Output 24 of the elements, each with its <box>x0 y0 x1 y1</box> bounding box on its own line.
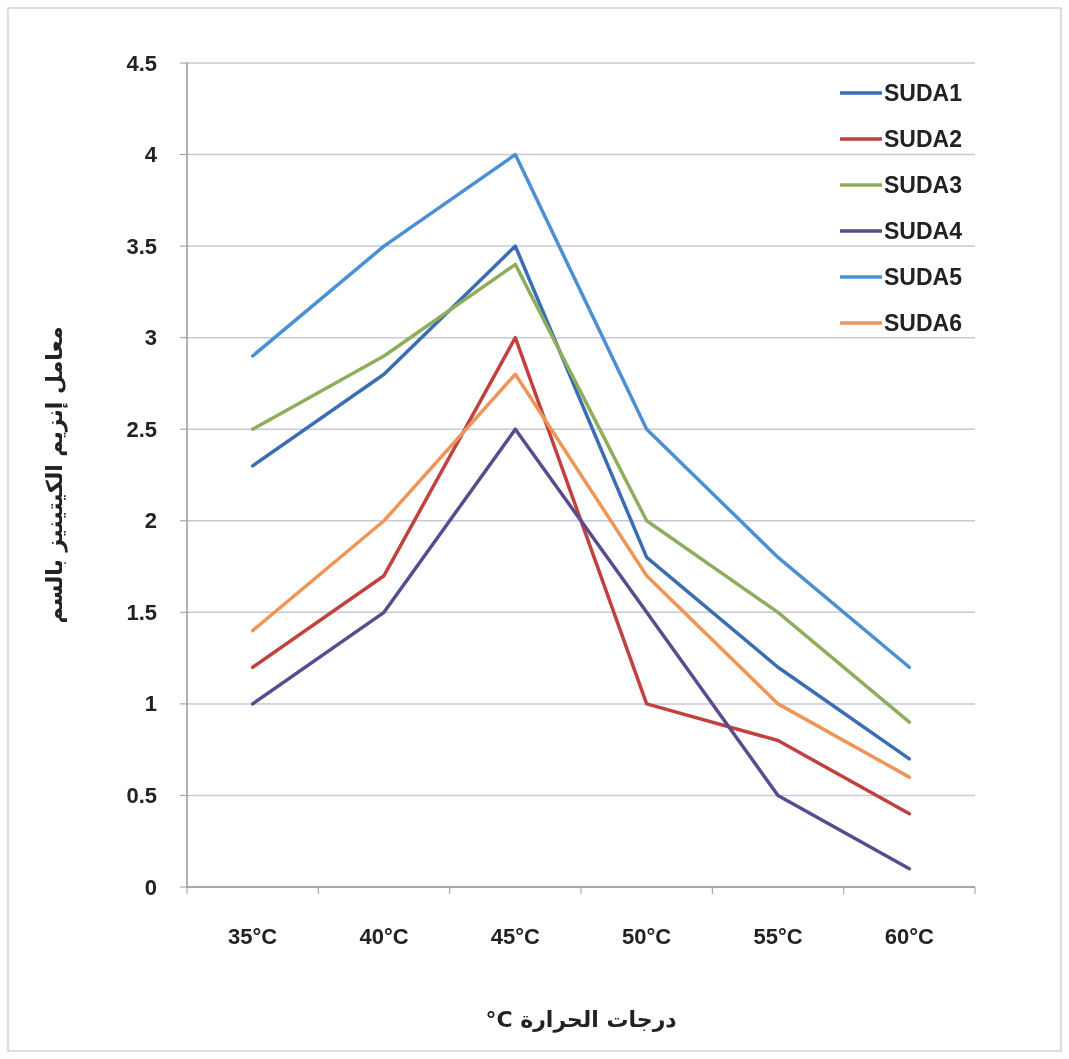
y-tick-label: 2 <box>144 508 157 534</box>
y-tick-label: 0.5 <box>126 782 157 808</box>
legend-label: SUDA3 <box>884 172 962 198</box>
x-tick-label: 55°C <box>753 924 803 949</box>
y-tick-label: 4.5 <box>126 50 157 76</box>
legend-label: SUDA5 <box>884 264 963 290</box>
legend-label: SUDA1 <box>884 80 963 106</box>
y-tick-label: 1.5 <box>126 599 157 625</box>
x-axis-title: درجات الحرارة C° <box>485 1007 677 1033</box>
x-tick-label: 40°C <box>359 924 409 949</box>
y-tick-label: 4 <box>144 142 158 168</box>
y-tick-label: 1 <box>144 691 157 717</box>
legend-label: SUDA2 <box>884 126 962 152</box>
x-tick-label: 45°C <box>490 924 541 949</box>
y-axis-title: معامل إنزيم الكيتينيز بالسم <box>42 326 68 624</box>
y-tick-label: 0 <box>144 874 157 900</box>
x-tick-label: 35°C <box>228 924 278 949</box>
x-tick-label: 50°C <box>622 924 672 949</box>
y-tick-label: 3 <box>144 325 157 351</box>
legend-label: SUDA4 <box>884 218 963 244</box>
y-tick-label: 3.5 <box>126 233 157 259</box>
x-tick-label: 60°C <box>884 924 935 949</box>
legend-label: SUDA6 <box>884 310 962 336</box>
y-tick-label: 2.5 <box>126 416 157 442</box>
